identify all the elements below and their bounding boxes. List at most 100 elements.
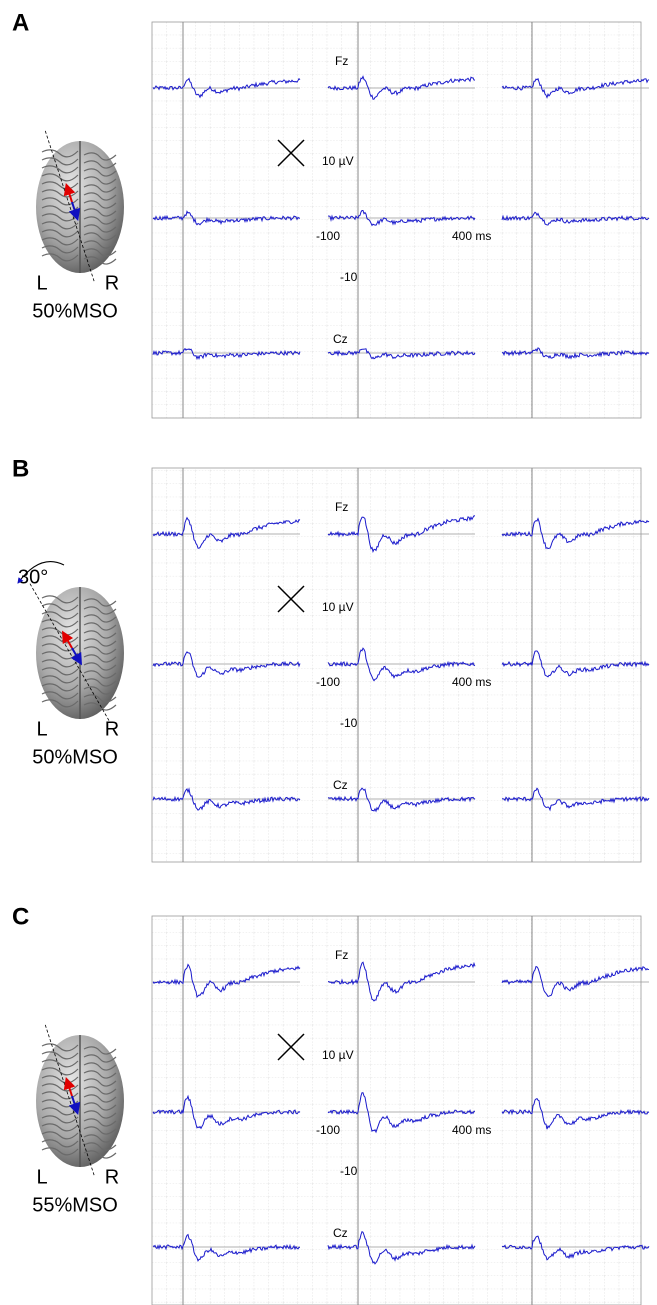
eeg-trace xyxy=(501,1235,650,1261)
eeg-trace xyxy=(501,965,650,997)
current-arrow xyxy=(68,1095,81,1116)
scale-label: -100 xyxy=(316,1123,340,1137)
eeg-trace xyxy=(152,1094,301,1130)
hemisphere-label: R xyxy=(105,1166,119,1188)
plot-grid xyxy=(151,21,642,419)
brain-sulcus xyxy=(41,229,117,241)
channel-label: Fz xyxy=(335,54,348,68)
brain-sulcus xyxy=(41,1059,117,1071)
eeg-trace xyxy=(152,210,301,226)
scale-label: -10 xyxy=(340,1164,358,1178)
panel: A Fz Cz 10 µV -100 400 ms -10 L R 50%MSO xyxy=(12,9,650,419)
eeg-trace xyxy=(327,1092,475,1134)
angle-arc xyxy=(17,561,65,584)
brain-sulcus xyxy=(41,1139,117,1151)
channel-label: Cz xyxy=(333,1226,348,1240)
brain-sulcus xyxy=(41,245,117,257)
brain-sulcus xyxy=(41,149,117,161)
scale-label: -100 xyxy=(316,229,340,243)
angle-label: 30° xyxy=(18,566,48,588)
intensity-label: 55%MSO xyxy=(32,1194,118,1216)
brain-sulcus xyxy=(41,1067,117,1079)
scale-cross xyxy=(277,1033,305,1061)
eeg-trace xyxy=(501,650,650,678)
eeg-trace xyxy=(327,787,476,813)
brain-sulcus xyxy=(41,659,117,671)
brain-sulcus xyxy=(41,1115,117,1127)
eeg-trace xyxy=(327,515,476,553)
scale-label: -10 xyxy=(340,716,358,730)
channel-label: Cz xyxy=(333,778,348,792)
eeg-trace xyxy=(501,517,650,550)
scale-label: -10 xyxy=(340,270,358,284)
eeg-trace xyxy=(501,211,650,226)
current-arrow xyxy=(63,1076,76,1097)
brain-sulcus xyxy=(41,667,117,679)
current-arrow xyxy=(68,201,81,222)
brain-sulcus xyxy=(41,699,117,711)
brain-sulcus xyxy=(41,603,117,615)
brain-sulcus xyxy=(41,595,117,607)
eeg-trace xyxy=(327,647,476,682)
coil-axis xyxy=(44,130,96,284)
brain-sulcus xyxy=(41,675,117,687)
scale-label: 400 ms xyxy=(452,229,491,243)
brain-sulcus xyxy=(41,691,117,703)
hemisphere-label: L xyxy=(36,718,47,740)
eeg-trace xyxy=(501,787,650,812)
hemisphere-label: R xyxy=(105,272,119,294)
brain-sulcus xyxy=(41,165,117,177)
eeg-trace xyxy=(501,77,650,99)
hemisphere-label: L xyxy=(36,1166,47,1188)
channel-label: Fz xyxy=(335,948,348,962)
panel: B Fz Cz 10 µV -100 400 ms -10 30° L R 50%MSO xyxy=(12,455,650,863)
brain-sulcus xyxy=(41,173,117,185)
brain-sulcus xyxy=(41,683,117,695)
panel-label: C xyxy=(12,903,29,930)
brain-sulcus xyxy=(41,1051,117,1063)
scale-label: 400 ms xyxy=(452,675,491,689)
hemisphere-label: R xyxy=(105,718,119,740)
eeg-trace xyxy=(327,75,476,100)
brain-sulcus xyxy=(41,619,117,631)
eeg-trace xyxy=(328,961,476,1002)
current-arrow xyxy=(63,182,76,203)
eeg-trace xyxy=(152,516,301,549)
scale-cross xyxy=(277,139,305,167)
current-arrow xyxy=(61,630,74,649)
brain-sulcus xyxy=(41,611,117,623)
panel-label: B xyxy=(12,455,29,482)
scale-label: 10 µV xyxy=(322,600,354,614)
brain-sulcus xyxy=(41,1123,117,1135)
eeg-trace xyxy=(327,210,476,227)
panel-label: A xyxy=(12,9,29,36)
eeg-trace xyxy=(152,963,301,999)
intensity-label: 50%MSO xyxy=(32,300,118,322)
eeg-trace xyxy=(501,347,650,360)
coil-axis xyxy=(29,583,111,723)
eeg-trace xyxy=(501,1097,650,1130)
channel-label: Cz xyxy=(333,332,348,346)
scale-cross xyxy=(277,585,305,613)
brain-sulcus xyxy=(41,221,117,233)
eeg-trace xyxy=(152,787,301,811)
intensity-label: 50%MSO xyxy=(32,746,118,768)
channel-label: Fz xyxy=(335,500,348,514)
eeg-trace xyxy=(152,77,301,99)
current-arrow xyxy=(70,647,83,666)
brain-sulcus xyxy=(41,1131,117,1143)
brain-sulcus xyxy=(41,237,117,249)
eeg-trace xyxy=(152,347,301,361)
brain-sulcus xyxy=(41,253,117,265)
hemisphere-label: L xyxy=(36,272,47,294)
eeg-trace xyxy=(152,1233,301,1262)
scale-label: -100 xyxy=(316,675,340,689)
coil-axis xyxy=(44,1024,96,1178)
plot-grid xyxy=(151,915,642,1305)
scale-label: 10 µV xyxy=(322,154,354,168)
brain-sulcus xyxy=(41,1043,117,1055)
eeg-trace xyxy=(327,348,476,360)
scale-label: 10 µV xyxy=(322,1048,354,1062)
